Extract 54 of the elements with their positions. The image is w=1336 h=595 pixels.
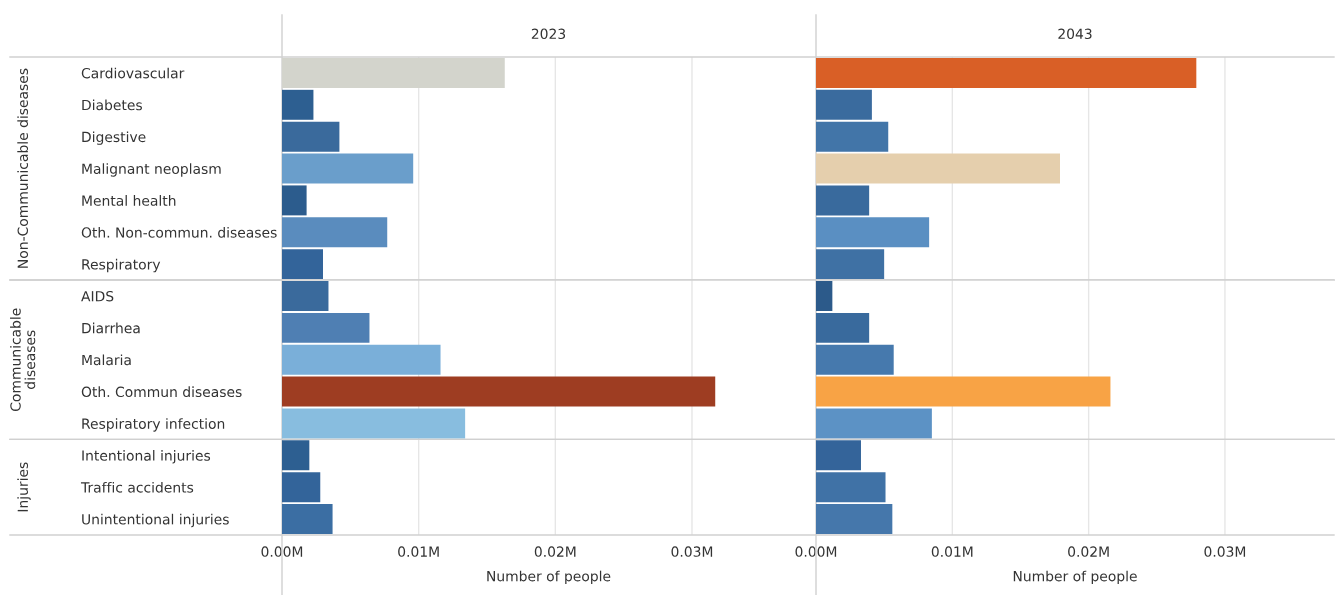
y-tick-label: Diarrhea bbox=[82, 322, 140, 334]
y-axis-title: Non-Communicable diseases bbox=[17, 68, 29, 268]
x-tick-label: 0.00M bbox=[795, 546, 837, 557]
bar bbox=[282, 504, 333, 535]
x-tick-label: 0.03M bbox=[1204, 546, 1246, 557]
bar bbox=[282, 472, 321, 503]
y-tick-label: Malignant neoplasm bbox=[82, 163, 221, 177]
bar bbox=[282, 217, 388, 248]
chart-title: 2043 bbox=[1058, 28, 1092, 40]
y-axis-title: Communicable diseases bbox=[10, 308, 36, 411]
y-tick-label: Mental health bbox=[82, 195, 176, 206]
bar bbox=[816, 185, 870, 216]
y-tick-label: Diabetes bbox=[82, 99, 142, 111]
y-tick-label: AIDS bbox=[81, 290, 114, 302]
y-tick-label: Traffic accidents bbox=[80, 481, 194, 493]
y-axis-title: Injuries bbox=[17, 462, 31, 512]
bar bbox=[816, 281, 833, 311]
y-tick-label: Cardiovascular bbox=[81, 67, 185, 79]
bar bbox=[816, 344, 894, 375]
bar bbox=[816, 153, 1061, 184]
x-tick-label: 0.02M bbox=[1068, 546, 1109, 557]
x-tick-label: 0.01M bbox=[931, 546, 973, 557]
x-tick-label: 0.00M bbox=[261, 546, 303, 557]
bar bbox=[282, 153, 414, 184]
bar bbox=[282, 408, 466, 439]
y-tick-label: Digestive bbox=[82, 131, 146, 145]
bar bbox=[816, 376, 1111, 407]
chart-title: 2023 bbox=[531, 28, 566, 40]
bar bbox=[282, 344, 441, 375]
y-tick-label: Unintentional injuries bbox=[82, 513, 229, 528]
bar bbox=[282, 121, 340, 152]
x-axis-title: Number of people bbox=[487, 570, 611, 585]
bar bbox=[282, 312, 370, 343]
bar bbox=[816, 57, 1197, 88]
bar bbox=[282, 440, 310, 471]
bar bbox=[816, 249, 885, 280]
y-tick-label: Malaria bbox=[82, 354, 131, 366]
y-tick-label: Oth. Commun diseases bbox=[81, 386, 242, 398]
bar bbox=[282, 89, 314, 120]
bar bbox=[816, 217, 930, 248]
bar bbox=[816, 312, 870, 343]
bar bbox=[816, 89, 872, 120]
y-tick-label: Oth. Non-commun. diseases bbox=[81, 226, 277, 238]
bar bbox=[816, 121, 889, 152]
y-tick-label: Intentional injuries bbox=[82, 450, 211, 464]
y-tick-label: Respiratory infection bbox=[82, 418, 225, 432]
bar bbox=[282, 376, 716, 407]
x-tick-label: 0.01M bbox=[398, 546, 439, 557]
x-tick-label: 0.03M bbox=[671, 546, 713, 557]
x-axis-title: Number of people bbox=[1013, 570, 1137, 585]
y-tick-label: Respiratory bbox=[82, 258, 161, 273]
bar bbox=[282, 185, 307, 216]
x-tick-label: 0.02M bbox=[534, 546, 576, 557]
bar bbox=[816, 408, 932, 439]
